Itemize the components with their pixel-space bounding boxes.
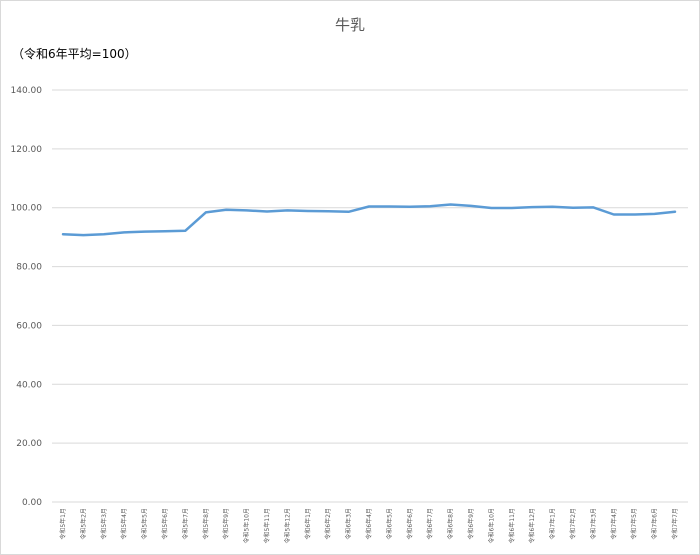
x-tick-label: 令和5年1月 <box>59 508 67 540</box>
x-tick-label: 令和5年3月 <box>100 508 108 540</box>
x-tick-label: 令和7年2月 <box>569 508 577 540</box>
y-tick-label: 140.00 <box>11 86 43 96</box>
x-tick-label: 令和5年6月 <box>161 508 169 540</box>
y-tick-label: 20.00 <box>16 439 42 449</box>
x-tick-label: 令和6年4月 <box>365 508 373 540</box>
x-tick-label: 令和7年7月 <box>671 508 679 540</box>
y-axis-ticks: 0.00 20.00 40.00 60.00 80.00 100.00 120.00 140.… <box>11 86 43 508</box>
y-tick-label: 120.00 <box>11 145 43 155</box>
series-layer <box>61 203 677 237</box>
y-tick-label: 0.00 <box>22 498 42 508</box>
series-line <box>61 203 677 237</box>
x-tick-label: 令和7年3月 <box>589 508 597 540</box>
gridlines <box>52 89 688 503</box>
x-tick-label: 令和7年1月 <box>549 508 557 540</box>
y-tick-label: 60.00 <box>16 321 42 331</box>
y-tick-label: 100.00 <box>11 204 43 214</box>
x-tick-label: 令和6年5月 <box>385 508 393 540</box>
chart-subtitle: （令和6年平均=100） <box>12 47 137 61</box>
y-tick-label: 40.00 <box>16 380 42 390</box>
x-tick-label: 令和6年11月 <box>508 508 516 543</box>
x-tick-label: 令和6年3月 <box>345 508 353 540</box>
x-axis-ticks: 令和5年1月 令和5年2月 令和5年3月 令和5年4月 令和5年5月 令和5年6月 令和5年… <box>59 508 679 543</box>
x-tick-label: 令和6年8月 <box>447 508 455 540</box>
x-tick-label: 令和6年12月 <box>528 508 536 543</box>
x-tick-label: 令和7年5月 <box>630 508 638 540</box>
x-tick-label: 令和6年7月 <box>426 508 434 540</box>
x-tick-label: 令和5年7月 <box>181 508 189 540</box>
x-tick-label: 令和5年5月 <box>141 508 149 540</box>
chart-title: 牛乳 <box>334 16 365 34</box>
x-tick-label: 令和6年6月 <box>406 508 414 540</box>
x-tick-label: 令和5年4月 <box>120 508 128 540</box>
x-tick-label: 令和5年10月 <box>243 508 251 543</box>
x-tick-label: 令和5年2月 <box>79 508 87 540</box>
x-tick-label: 令和7年4月 <box>610 508 618 540</box>
x-tick-label: 令和5年9月 <box>222 508 230 540</box>
x-tick-label: 令和5年11月 <box>263 508 271 543</box>
x-tick-label: 令和6年10月 <box>487 508 495 543</box>
x-tick-label: 令和7年6月 <box>651 508 659 540</box>
x-tick-label: 令和6年9月 <box>467 508 475 540</box>
x-tick-label: 令和6年2月 <box>324 508 332 540</box>
x-tick-label: 令和5年12月 <box>283 508 291 543</box>
y-tick-label: 80.00 <box>16 263 42 273</box>
x-tick-label: 令和5年8月 <box>202 508 210 540</box>
x-tick-label: 令和6年1月 <box>304 508 312 540</box>
